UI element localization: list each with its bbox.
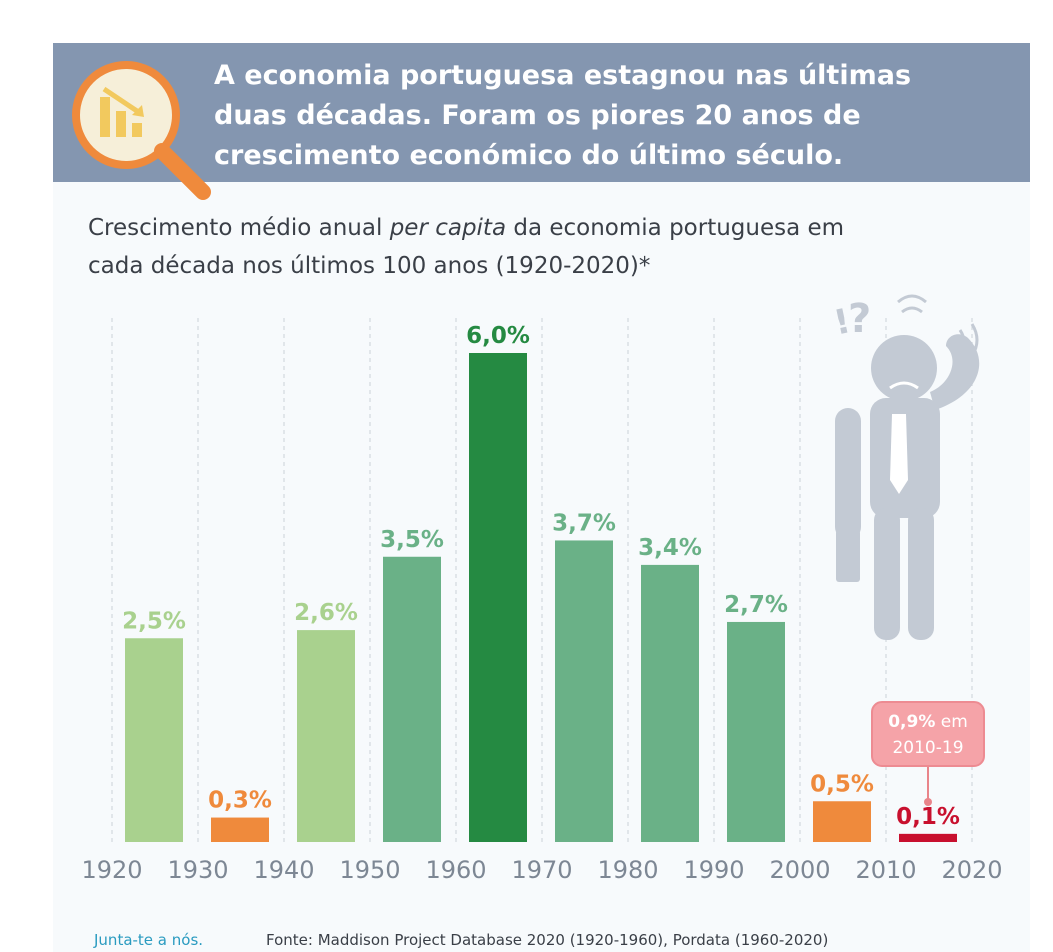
bar-value-label: 0,1% xyxy=(896,804,960,830)
svg-text:?: ? xyxy=(848,296,871,342)
x-tick-label: 1980 xyxy=(597,856,658,884)
bar-2010-2020 xyxy=(899,833,957,842)
bar-value-label: 2,6% xyxy=(294,600,358,626)
source-note: Fonte: Maddison Project Database 2020 (1… xyxy=(266,931,829,949)
x-tick-label: 1960 xyxy=(425,856,486,884)
bar-1930-1940 xyxy=(211,817,269,842)
bar-value-label: 3,7% xyxy=(552,510,616,536)
chart-subtitle: Crescimento médio anual per capita da ec… xyxy=(88,209,988,285)
subtitle-text-a: Crescimento médio anual xyxy=(88,215,390,241)
bar-value-label: 2,5% xyxy=(122,608,186,634)
headline-line-3: crescimento económico do último século. xyxy=(214,140,844,171)
callout-dot xyxy=(924,798,932,806)
bar-1960-1970 xyxy=(469,353,527,842)
callout-period: 2010-19 xyxy=(892,738,963,758)
bar-1970-1980 xyxy=(555,540,613,842)
subtitle-text-b: da economia portuguesa em xyxy=(506,215,845,241)
worried-businessman-icon: ! ? xyxy=(830,294,980,640)
bar-2000-2010 xyxy=(813,801,871,842)
header-banner xyxy=(53,43,1030,182)
callout-value: 0,9% em xyxy=(888,712,968,732)
x-tick-label: 2020 xyxy=(941,856,1002,884)
subtitle-text-c: cada década nos últimos 100 anos (1920-2… xyxy=(88,253,651,279)
bar-1950-1960 xyxy=(383,556,441,842)
bar-value-label: 3,5% xyxy=(380,527,444,553)
headline-line-2: duas décadas. Foram os piores 20 anos de xyxy=(214,100,861,131)
x-tick-label: 2010 xyxy=(855,856,916,884)
bar-value-label: 0,5% xyxy=(810,771,874,797)
bar-value-label: 3,4% xyxy=(638,535,702,561)
bar-1920-1930 xyxy=(125,638,183,842)
x-tick-label: 1950 xyxy=(339,856,400,884)
bar-1990-2000 xyxy=(727,621,785,842)
magnifier-chart-icon xyxy=(72,61,211,200)
headline: A economia portuguesa estagnou nas últim… xyxy=(214,56,1004,176)
bar-1980-1990 xyxy=(641,564,699,842)
subtitle-italic: per capita xyxy=(389,215,507,241)
x-tick-label: 1940 xyxy=(253,856,314,884)
x-tick-label: 1920 xyxy=(81,856,142,884)
bar-1940-1950 xyxy=(297,630,355,842)
bar-value-label: 6,0% xyxy=(466,323,530,349)
bar-value-label: 0,3% xyxy=(208,788,272,814)
x-tick-label: 1990 xyxy=(683,856,744,884)
bar-value-label: 2,7% xyxy=(724,592,788,618)
x-tick-label: 1930 xyxy=(167,856,228,884)
x-tick-label: 2000 xyxy=(769,856,830,884)
x-tick-label: 1970 xyxy=(511,856,572,884)
callout-box xyxy=(871,701,985,767)
headline-line-1: A economia portuguesa estagnou nas últim… xyxy=(214,60,912,91)
join-link[interactable]: Junta-te a nós. xyxy=(94,931,204,949)
